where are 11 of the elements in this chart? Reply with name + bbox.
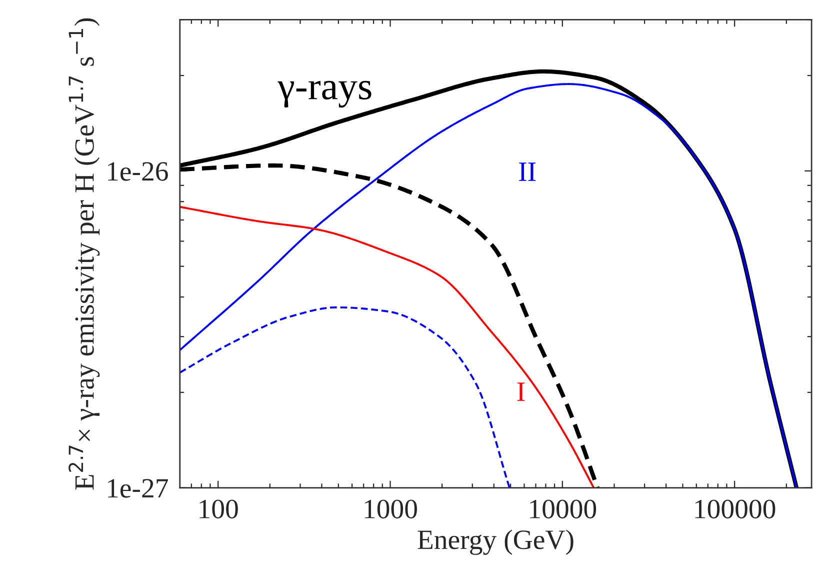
y-axis-title: E$^{2.7}$× γ-ray emissivity per H (GeV$^{1.7}$ s$^{−1}$) (68, 18, 100, 490)
x-axis-title: Energy (GeV) (418, 530, 574, 555)
x-tick-label: 100 (200, 500, 238, 518)
x-tick-label: 100000 (695, 500, 776, 518)
y-tick-label: 1e-27 (108, 479, 168, 498)
x-tick-label: 1000 (364, 500, 417, 518)
y-tick-label: 1e-26 (108, 162, 168, 181)
annotation: I (517, 382, 525, 401)
x-tick-label: 10000 (530, 500, 596, 518)
annotation: II (519, 162, 536, 181)
annotation: γ-rays (278, 80, 372, 108)
